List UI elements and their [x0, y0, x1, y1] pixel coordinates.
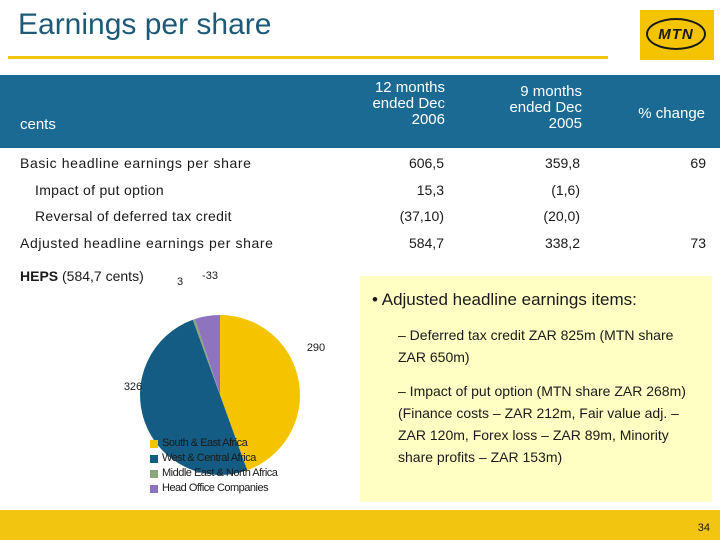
col2-header: 9 months ended Dec 2005	[509, 83, 582, 132]
row-value-change: 73	[690, 235, 706, 251]
row-label: Impact of put option	[35, 182, 164, 198]
row-value-2005: 359,8	[544, 155, 580, 171]
legend-swatch	[150, 469, 158, 478]
notes-box	[360, 276, 712, 502]
legend-swatch	[150, 439, 158, 448]
row-label: Adjusted headline earnings per share	[20, 235, 274, 251]
legend-label: Middle East & North Africa	[162, 467, 278, 479]
row-value-2005: (1,6)	[551, 182, 580, 198]
logo-oval: MTN	[646, 18, 706, 50]
pie-data-label: 3	[177, 276, 183, 288]
row-value-2006: 15,3	[416, 182, 444, 198]
table-row: Basic headline earnings per share 606,5 …	[0, 155, 720, 177]
row-value-2006: 584,7	[408, 235, 444, 251]
legend-item: South & East Africa	[150, 436, 277, 451]
col3-header: % change	[638, 105, 705, 122]
title-underline	[8, 56, 608, 59]
mtn-logo: MTN	[640, 10, 714, 60]
legend-label: West & Central Africa	[162, 452, 256, 464]
table-row: Reversal of deferred tax credit (37,10) …	[0, 208, 720, 230]
row-value-2005: 338,2	[544, 235, 580, 251]
col1-header: 12 months ended Dec 2006	[372, 80, 445, 128]
notes-item-2: – Impact of put option (MTN share ZAR 26…	[398, 383, 686, 465]
row-label: Basic headline earnings per share	[20, 155, 252, 171]
footer-band	[0, 510, 720, 540]
row-value-2005: (20,0)	[543, 208, 580, 224]
table-row: Adjusted headline earnings per share 584…	[0, 235, 720, 257]
pie-slice	[140, 319, 248, 475]
legend-label: Head Office Companies	[162, 482, 269, 494]
unit-header: cents	[20, 116, 56, 133]
row-value-change: 69	[690, 155, 706, 171]
notes-item-1: – Deferred tax credit ZAR 825m (MTN shar…	[398, 327, 674, 365]
heps-value: (584,7 cents)	[58, 268, 144, 284]
logo-text: MTN	[658, 25, 694, 43]
legend-item: West & Central Africa	[150, 451, 277, 466]
pie-data-label: 290	[307, 342, 325, 354]
legend-item: Head Office Companies	[150, 481, 277, 496]
pie-slice	[220, 315, 300, 471]
legend-swatch	[150, 454, 158, 463]
table-header-band	[0, 75, 720, 148]
row-value-2006: 606,5	[408, 155, 444, 171]
pie-data-label: 326	[124, 381, 142, 393]
heps-bold: HEPS	[20, 268, 59, 284]
legend-label: South & East Africa	[162, 437, 248, 449]
legend-swatch	[150, 484, 158, 493]
page-number: 34	[697, 522, 710, 534]
heps-label: HEPS (584,7 cents)	[20, 268, 144, 284]
chart-legend: South & East Africa West & Central Africa…	[150, 436, 278, 496]
pie-chart: 290 326 3 -33	[124, 270, 325, 475]
row-value-2006: (37,10)	[399, 208, 444, 224]
pie-slice	[194, 315, 220, 395]
row-label: Reversal of deferred tax credit	[35, 208, 232, 224]
slide-title: Earnings per share	[18, 8, 272, 41]
notes-heading: • Adjusted headline earnings items:	[372, 290, 637, 309]
pie-data-label: -33	[202, 270, 218, 282]
pie-slice	[192, 319, 220, 395]
table-row: Impact of put option 15,3 (1,6)	[0, 182, 720, 204]
legend-item: Middle East & North Africa	[150, 466, 278, 481]
